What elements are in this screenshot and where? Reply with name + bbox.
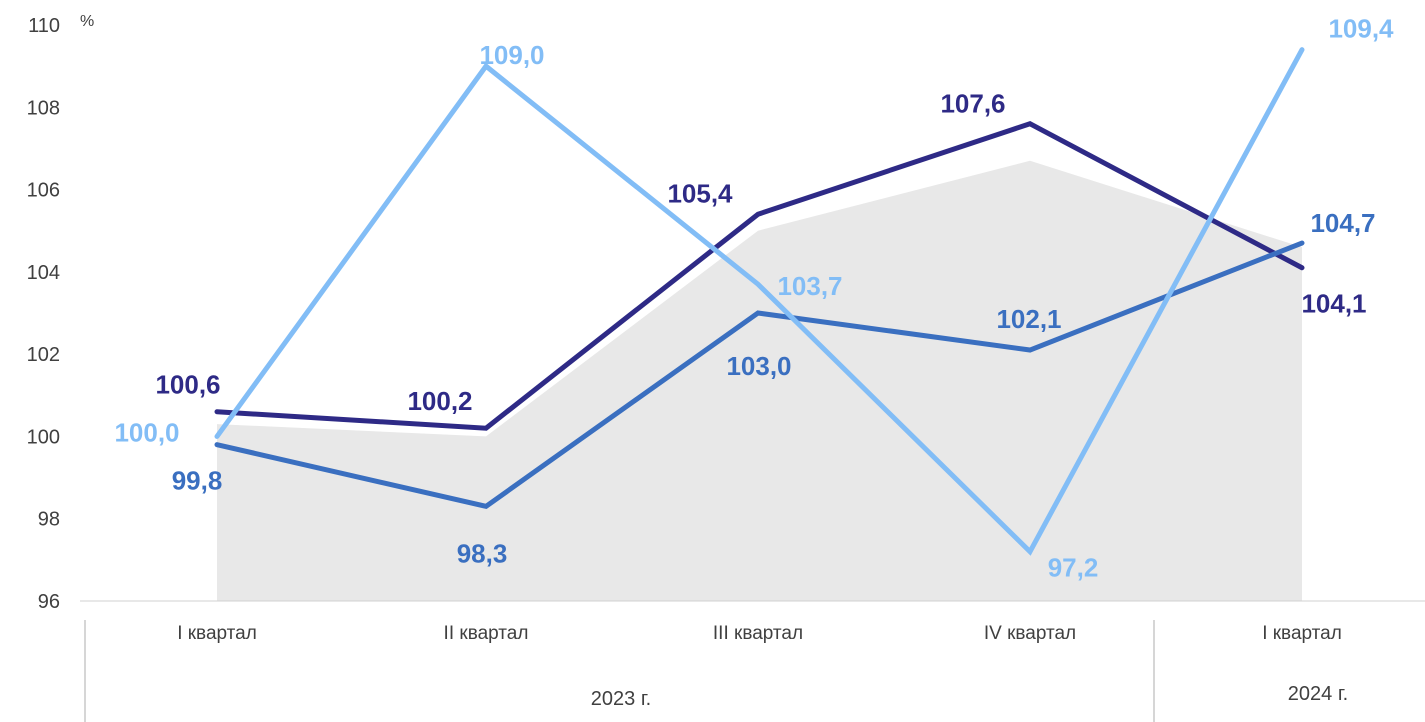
series-line-2 <box>214 240 1305 510</box>
shaded-area <box>217 160 1302 601</box>
x-category-label: I квартал <box>1262 623 1342 644</box>
y-tick-label: 104 <box>27 262 60 284</box>
x-category-label: IV квартал <box>984 623 1076 644</box>
x-category-label: II квартал <box>444 623 529 644</box>
data-label: 98,3 <box>457 538 508 568</box>
y-tick-label: 98 <box>38 509 60 531</box>
data-label: 99,8 <box>172 466 223 496</box>
y-unit-label: % <box>80 13 94 30</box>
x-category-label: I квартал <box>177 623 257 644</box>
y-tick-label: 106 <box>27 180 60 202</box>
data-label: 107,6 <box>940 89 1005 119</box>
data-label: 104,7 <box>1310 208 1375 238</box>
data-label: 103,0 <box>726 351 791 381</box>
series-line-3 <box>214 47 1305 556</box>
year-label-2024: 2024 г. <box>1288 683 1348 705</box>
data-label: 100,2 <box>407 386 472 416</box>
data-label: 102,1 <box>996 304 1061 334</box>
data-label: 109,0 <box>479 40 544 70</box>
y-tick-label: 96 <box>38 591 60 613</box>
y-tick-label: 100 <box>27 426 60 448</box>
x-category-label: III квартал <box>713 623 803 644</box>
data-label: 109,4 <box>1328 14 1394 44</box>
y-tick-label: 108 <box>27 97 60 119</box>
data-label: 103,7 <box>777 271 842 301</box>
y-tick-label: 110 <box>28 15 60 37</box>
y-tick-label: 102 <box>27 344 60 366</box>
data-label: 105,4 <box>667 178 733 208</box>
year-label-2023: 2023 г. <box>591 688 651 710</box>
data-label: 97,2 <box>1048 553 1099 583</box>
data-label: 100,6 <box>155 370 220 400</box>
series-line-1 <box>214 121 1305 431</box>
data-label: 100,0 <box>114 417 179 447</box>
data-label: 104,1 <box>1301 289 1366 319</box>
